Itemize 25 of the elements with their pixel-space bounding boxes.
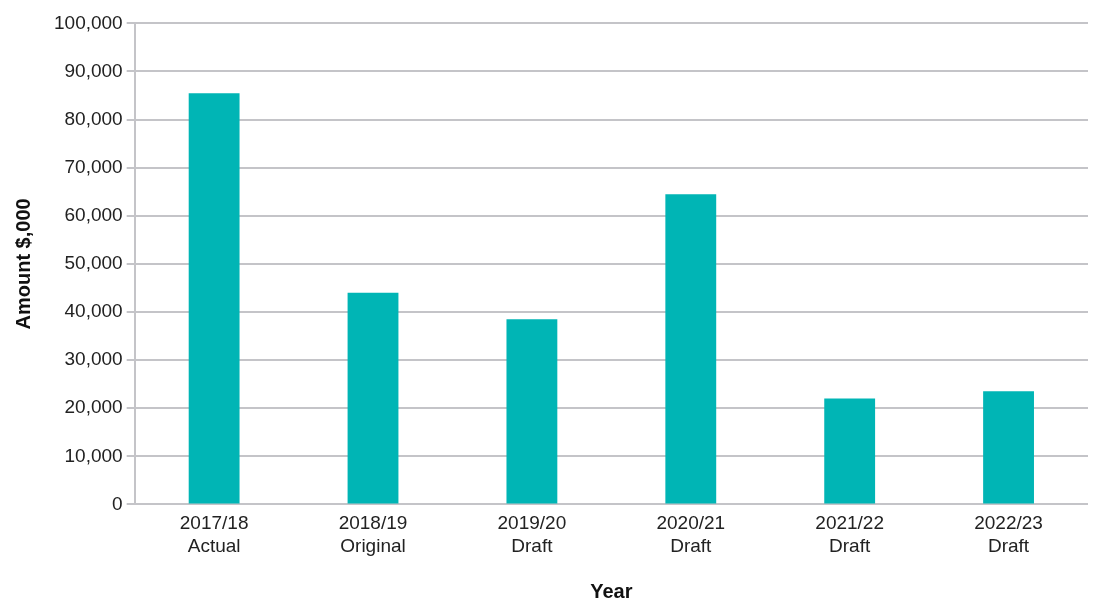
y-tick-label: 20,000 <box>64 396 123 418</box>
y-tick-label: 70,000 <box>64 155 123 177</box>
y-axis-title: Amount $,000 <box>11 198 34 330</box>
y-tick-label: 30,000 <box>64 348 123 370</box>
bar <box>665 194 717 504</box>
x-tick-label: 2022/23 Draft <box>974 512 1043 556</box>
y-tick-label: 10,000 <box>64 444 123 466</box>
y-tick-label: 60,000 <box>64 204 123 226</box>
x-tick-label: 2021/22 Draft <box>815 512 885 556</box>
bar <box>188 93 240 504</box>
bar <box>347 292 399 504</box>
y-tick-label: 90,000 <box>64 59 123 81</box>
bar <box>506 319 558 504</box>
x-tick-label: 2019/20 Draft <box>497 512 567 556</box>
y-tick-label: 100,000 <box>53 11 123 33</box>
x-tick-label: 2020/21 Draft <box>656 512 726 556</box>
y-tick-label: 50,000 <box>64 252 123 274</box>
bar <box>824 398 876 504</box>
y-tick-label: 40,000 <box>64 300 123 322</box>
y-tick-label: 0 <box>112 492 123 514</box>
x-tick-label: 2017/18 Actual <box>179 512 249 556</box>
y-tick-label: 80,000 <box>64 107 123 129</box>
x-tick-label: 2018/19 Original <box>338 512 408 556</box>
x-axis-title: Year <box>590 579 633 602</box>
bar <box>983 391 1034 504</box>
